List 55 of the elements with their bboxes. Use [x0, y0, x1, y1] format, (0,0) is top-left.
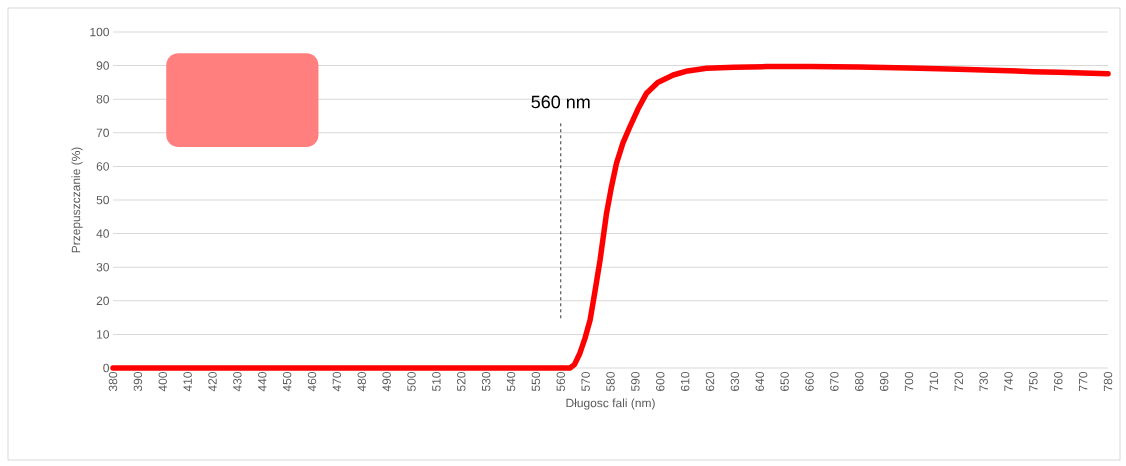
y-axis-title: Przepuszczanie (%) [71, 147, 83, 253]
x-tick-label: 770 [1078, 372, 1088, 391]
x-tick-label: 480 [357, 372, 366, 392]
x-tick-label: 690 [879, 372, 889, 391]
x-tick-label: 720 [954, 372, 963, 391]
x-axis-title: Długosc fali (nm) [566, 398, 655, 410]
ref-line-label: 560 nm [531, 95, 590, 109]
x-tick-label: 540 [506, 372, 516, 392]
x-tick-label: 400 [158, 372, 167, 392]
y-tick-label: 20 [96, 296, 110, 306]
x-tick-label: 780 [1103, 372, 1113, 391]
x-tick-label: 410 [183, 372, 192, 392]
x-tick-label: 470 [332, 372, 342, 392]
y-tick-label: 90 [96, 61, 110, 70]
x-tick-label: 520 [457, 372, 466, 392]
x-tick-label: 730 [979, 372, 988, 391]
x-tick-label: 640 [755, 372, 764, 391]
x-tick-label: 380 [108, 372, 118, 392]
x-tick-label: 740 [1004, 372, 1013, 391]
x-tick-label: 430 [233, 372, 242, 392]
x-tick-label: 560 [556, 372, 565, 392]
x-tick-label: 610 [680, 372, 690, 391]
x-tick-label: 760 [1054, 372, 1063, 391]
y-tick-label: 30 [96, 262, 110, 272]
x-tick-label: 460 [307, 372, 317, 392]
x-tick-label: 490 [382, 372, 391, 392]
x-tick-label: 390 [133, 372, 143, 392]
x-tick-label: 600 [656, 372, 665, 391]
y-tick-label: 60 [96, 162, 110, 171]
x-tick-label: 700 [904, 372, 914, 391]
y-tick-label: 40 [96, 229, 110, 238]
x-tick-label: 420 [208, 372, 217, 392]
y-tick-label: 50 [96, 195, 110, 205]
x-tick-label: 750 [1029, 372, 1038, 391]
y-tick-label: 10 [97, 330, 110, 339]
x-tick-label: 710 [929, 372, 939, 391]
x-tick-label: 580 [606, 372, 615, 392]
x-tick-label: 440 [258, 372, 267, 392]
x-tick-label: 620 [705, 372, 715, 391]
x-tick-label: 510 [432, 372, 441, 392]
x-tick-label: 550 [531, 372, 541, 392]
x-tick-label: 590 [631, 372, 640, 392]
x-tick-label: 630 [730, 372, 740, 391]
x-tick-label: 670 [830, 372, 839, 391]
x-tick-label: 650 [780, 372, 789, 391]
y-tick-label: 0 [103, 363, 110, 373]
x-tick-label: 500 [407, 372, 416, 392]
y-tick-label: 80 [96, 94, 110, 104]
x-tick-label: 450 [282, 372, 292, 392]
x-tick-label: 680 [855, 372, 864, 391]
y-tick-label: 70 [96, 128, 110, 138]
x-tick-label: 660 [805, 372, 814, 391]
y-tick-label: 100 [90, 27, 109, 37]
x-tick-label: 530 [481, 372, 491, 392]
x-tick-label: 570 [581, 372, 590, 392]
